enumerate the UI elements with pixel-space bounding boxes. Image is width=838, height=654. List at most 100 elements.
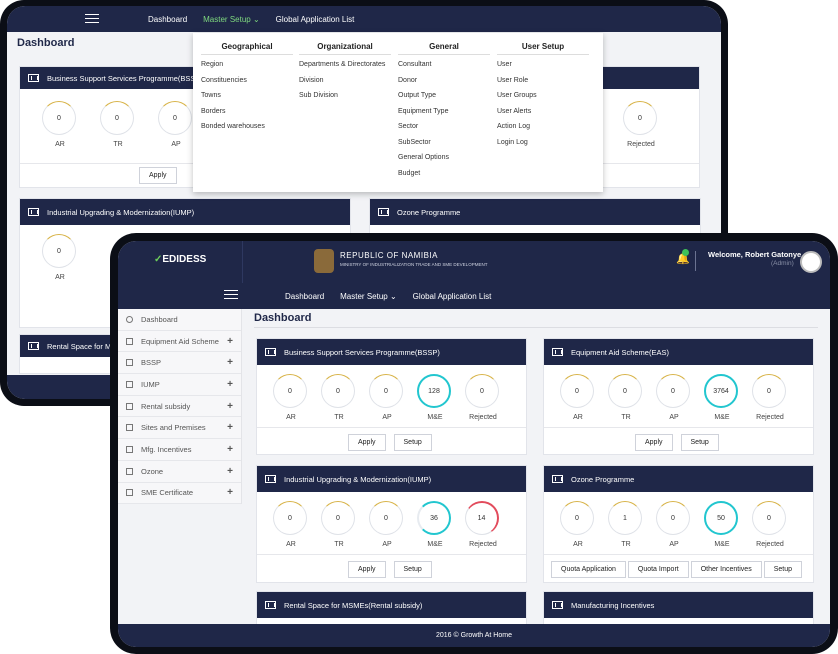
menu-item[interactable]: General Options [398, 154, 449, 161]
coat-of-arms-logo [314, 249, 334, 273]
expand-icon[interactable]: + [227, 465, 233, 477]
nav-global-application-list[interactable]: Global Application List [275, 14, 355, 24]
sidebar-item-equipment-aid-scheme[interactable]: Equipment Aid Scheme + [118, 331, 241, 353]
setup-button[interactable]: Setup [763, 561, 802, 578]
sidebar-item-sites-and-premises[interactable]: Sites and Premises + [118, 417, 241, 440]
stat-me[interactable]: 50 M&E [704, 501, 740, 548]
apply-button[interactable]: Apply [348, 561, 386, 578]
card-title: Business Support Services Programme(BSSP… [47, 73, 203, 83]
menu-column-organizational: Organizational Departments & Directorate… [299, 42, 391, 108]
expand-icon[interactable]: + [227, 400, 233, 412]
sidebar-item-rental-subsidy[interactable]: Rental subsidy + [118, 396, 241, 418]
other-incentives-button[interactable]: Other Incentives [690, 561, 762, 578]
nav-master-setup[interactable]: Master Setup ⌄ [203, 14, 260, 24]
stat-ar[interactable]: 0 AR [42, 101, 78, 148]
menu-icon[interactable] [85, 14, 99, 23]
menu-item[interactable]: Equipment Type [398, 107, 449, 115]
menu-item[interactable]: Donor [398, 76, 418, 84]
nav-dashboard[interactable]: Dashboard [285, 291, 325, 301]
sidebar-item-sme-certificate[interactable]: SME Certificate + [118, 483, 241, 505]
avatar[interactable] [800, 251, 822, 273]
stat-label: AP [669, 414, 679, 421]
nav-master-setup[interactable]: Master Setup ⌄ [340, 291, 397, 301]
stat-ap[interactable]: 0 AP [369, 374, 405, 421]
menu-item[interactable]: Action Log [497, 123, 531, 130]
quota-import-button[interactable]: Quota Import [627, 561, 689, 578]
menu-item[interactable]: Departments & Directorates [299, 61, 386, 68]
back-navbar: Dashboard Master Setup ⌄ Global Applicat… [7, 6, 721, 32]
menu-item[interactable]: Towns [201, 92, 221, 99]
menu-item[interactable]: User Alerts [497, 107, 532, 115]
stat-ap[interactable]: 0 AP [656, 374, 692, 421]
expand-icon[interactable]: + [227, 335, 233, 347]
menu-item[interactable]: Sector [398, 123, 419, 130]
menu-item[interactable]: Budget [398, 169, 421, 177]
stat-ar[interactable]: 0 AR [560, 501, 596, 548]
sidebar-item-bssp[interactable]: BSSP + [118, 352, 241, 375]
bell-icon[interactable]: 🔔 [676, 253, 690, 265]
menu-item[interactable]: SubSector [398, 138, 431, 146]
stat-value: 0 [42, 101, 76, 135]
chart-icon [265, 475, 276, 483]
setup-button[interactable]: Setup [393, 561, 432, 578]
stat-ar[interactable]: 0 AR [42, 234, 78, 281]
nav-global-application-list[interactable]: Global Application List [412, 291, 492, 301]
stat-ap[interactable]: 0 AP [158, 101, 194, 148]
menu-item[interactable]: Sub Division [299, 92, 338, 99]
apply-button[interactable]: Apply [635, 434, 673, 451]
stat-me[interactable]: 36 M&E [417, 501, 453, 548]
brand-logo[interactable]: ✓EDIDESS [154, 254, 207, 265]
menu-item[interactable]: Bonded warehouses [201, 123, 265, 130]
expand-icon[interactable]: + [227, 378, 233, 390]
card-title: Manufacturing Incentives [571, 600, 655, 610]
apply-button[interactable]: Apply [139, 167, 177, 184]
expand-icon[interactable]: + [227, 357, 233, 369]
expand-icon[interactable]: + [227, 422, 233, 434]
menu-item[interactable]: Region [201, 61, 224, 68]
stat-ar[interactable]: 0 AR [560, 374, 596, 421]
stat-rejected[interactable]: 0 Rejected [623, 101, 659, 148]
menu-item[interactable]: Division [299, 76, 324, 84]
apply-button[interactable]: Apply [348, 434, 386, 451]
stat-rejected[interactable]: 0 Rejected [465, 374, 501, 421]
stat-tr[interactable]: 0 TR [100, 101, 136, 148]
expand-icon[interactable]: + [227, 443, 233, 455]
stat-me[interactable]: 3764 M&E [704, 374, 740, 421]
stat-tr[interactable]: 0 TR [608, 374, 644, 421]
stat-rejected[interactable]: 0 Rejected [752, 374, 788, 421]
stat-tr[interactable]: 0 TR [321, 501, 357, 548]
setup-button[interactable]: Setup [680, 434, 719, 451]
sidebar-item-mfg-incentives[interactable]: Mfg. Incentives + [118, 439, 241, 461]
sidebar-item-iump[interactable]: IUMP + [118, 374, 241, 396]
sidebar-item-ozone[interactable]: Ozone + [118, 461, 241, 483]
menu-item[interactable]: Borders [201, 107, 226, 115]
menu-icon[interactable] [224, 290, 238, 299]
stat-ap[interactable]: 0 AP [656, 501, 692, 548]
sidebar-item-dashboard[interactable]: Dashboard [118, 309, 241, 331]
stat-label: AR [55, 141, 65, 148]
menu-item[interactable]: User Groups [497, 92, 537, 99]
menu-item[interactable]: User Role [497, 76, 529, 84]
menu-column-general: General Consultant Donor Output Type Equ… [398, 42, 490, 185]
menu-item[interactable]: Output Type [398, 92, 437, 99]
stat-rejected[interactable]: 0 Rejected [752, 501, 788, 548]
quota-application-button[interactable]: Quota Application [551, 561, 626, 578]
expand-icon[interactable]: + [227, 487, 233, 499]
stat-tr[interactable]: 1 TR [608, 501, 644, 548]
menu-item[interactable]: Constituencies [201, 76, 247, 84]
stat-rejected[interactable]: 14 Rejected [465, 501, 501, 548]
stat-ar[interactable]: 0 AR [273, 374, 309, 421]
menu-item[interactable]: Login Log [497, 138, 528, 146]
stat-tr[interactable]: 0 TR [321, 374, 357, 421]
stat-label: AP [382, 541, 392, 548]
stat-me[interactable]: 128 M&E [417, 374, 453, 421]
menu-item[interactable]: User [497, 61, 512, 68]
stat-ap[interactable]: 0 AP [369, 501, 405, 548]
stat-ar[interactable]: 0 AR [273, 501, 309, 548]
nav-dashboard[interactable]: Dashboard [148, 14, 188, 24]
stat-value: 0 [369, 374, 403, 408]
card-header: Manufacturing Incentives [544, 592, 813, 618]
setup-button[interactable]: Setup [393, 434, 432, 451]
menu-item[interactable]: Consultant [398, 61, 432, 68]
chart-icon [265, 601, 276, 609]
